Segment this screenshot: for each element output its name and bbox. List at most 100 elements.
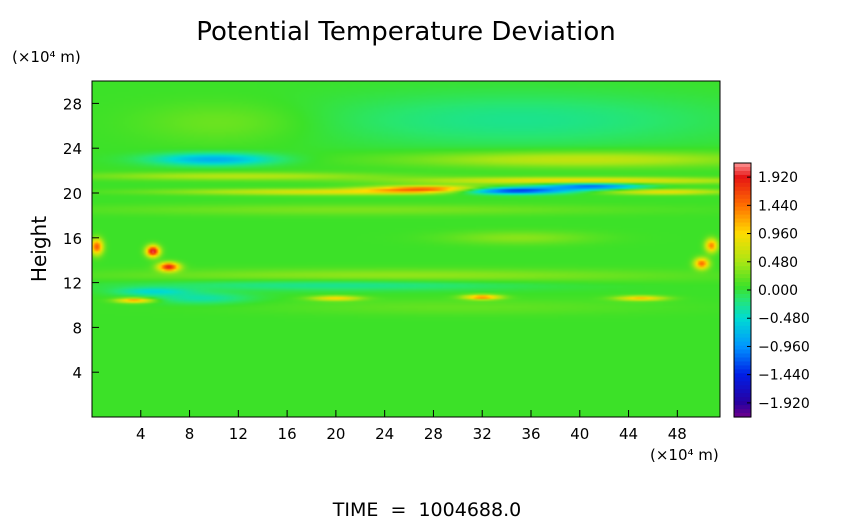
y-tick-label: 20 (63, 185, 82, 203)
colorbar-swatch (734, 210, 751, 216)
colorbar-swatch (734, 230, 751, 236)
colorbar-swatch (734, 293, 751, 299)
x-tick-label: 20 (326, 425, 345, 443)
colorbar-tick-label: 0.000 (758, 283, 798, 299)
colorbar-swatch (734, 202, 751, 208)
colorbar-swatch (734, 361, 751, 367)
x-unit-label: (×10⁴ m) (650, 446, 719, 464)
colorbar-swatch (734, 409, 751, 414)
y-axis-ticks: 4 8 12 16 20 24 28 (63, 95, 99, 382)
x-tick-label: 16 (278, 425, 297, 443)
colorbar-swatch (734, 174, 751, 180)
colorbar-swatch (734, 262, 751, 267)
colorbar-swatch (734, 270, 751, 275)
y-tick-label: 28 (63, 95, 82, 113)
colorbar-swatch (734, 222, 751, 228)
colorbar-tick-label: 0.480 (758, 255, 798, 271)
colorbar-swatch (734, 250, 751, 255)
colorbar-swatch (734, 246, 751, 251)
colorbar-swatch (734, 190, 751, 196)
colorbar-swatch (734, 369, 751, 374)
x-tick-label: 36 (521, 425, 540, 443)
colorbar-swatch (734, 321, 751, 327)
colorbar-swatch (734, 234, 751, 240)
colorbar-swatch (734, 186, 751, 192)
colorbar-swatch (734, 333, 751, 339)
colorbar-swatch (734, 254, 751, 259)
colorbar-swatch (734, 373, 751, 378)
colorbar-swatch (734, 329, 751, 335)
x-tick-label: 12 (229, 425, 248, 443)
colorbar: 1.920 1.440 0.960 0.480 0.000 −0.480 −0.960 −1.… (733, 162, 810, 418)
colorbar-swatch (734, 405, 751, 410)
colorbar-swatch (734, 258, 751, 263)
x-tick-label: 8 (185, 425, 195, 443)
colorbar-swatch (734, 297, 751, 303)
colorbar-swatch (734, 274, 751, 279)
x-tick-label: 32 (473, 425, 492, 443)
colorbar-swatch (734, 413, 751, 418)
colorbar-swatch (734, 337, 751, 343)
colorbar-swatch (734, 238, 751, 243)
colorbar-tick-label: 0.960 (758, 227, 798, 243)
colorbar-tick-label: −1.440 (758, 368, 810, 384)
colorbar-swatch (734, 349, 751, 355)
colorbar-swatch (734, 377, 751, 382)
colorbar-swatch (734, 170, 751, 176)
y-tick-label: 12 (63, 275, 82, 293)
colorbar-swatch (734, 389, 751, 394)
plot-frame (91, 80, 721, 418)
colorbar-swatch (734, 282, 751, 287)
y-tick-label: 24 (63, 140, 82, 158)
colorbar-swatch (734, 397, 751, 402)
y-tick-label: 8 (72, 319, 82, 337)
colorbar-tick-label: −0.480 (758, 311, 810, 327)
colorbar-swatch (734, 242, 751, 247)
heatmap-plot-area (91, 80, 721, 418)
colorbar-swatch (734, 393, 751, 398)
colorbar-swatch (734, 401, 751, 406)
colorbar-swatches (734, 163, 751, 418)
y-tick-label: 4 (72, 364, 82, 382)
colorbar-tick-label: 1.440 (758, 198, 798, 214)
colorbar-swatch (734, 194, 751, 200)
colorbar-swatch (734, 305, 751, 311)
colorbar-swatch (734, 206, 751, 212)
colorbar-swatch (734, 163, 751, 168)
colorbar-swatch (734, 325, 751, 331)
x-tick-label: 44 (619, 425, 638, 443)
colorbar-swatch (734, 182, 751, 188)
time-footer: TIME = 1004688.0 (332, 499, 521, 519)
colorbar-swatch (734, 381, 751, 386)
colorbar-swatch (734, 317, 751, 323)
colorbar-tick-label: −1.920 (758, 396, 810, 412)
colorbar-swatch (734, 218, 751, 224)
colorbar-swatch (734, 286, 751, 291)
x-tick-label: 40 (570, 425, 589, 443)
colorbar-swatch (734, 341, 751, 347)
heatmap-field (92, 81, 720, 417)
x-axis-ticks: 4 8 12 16 20 24 28 32 36 40 44 48 (136, 410, 687, 443)
colorbar-swatch (734, 214, 751, 220)
colorbar-tick-label: 1.920 (758, 170, 798, 186)
colorbar-swatch (734, 385, 751, 390)
x-tick-label: 28 (424, 425, 443, 443)
colorbar-tick-label: −0.960 (758, 339, 810, 355)
colorbar-swatch (734, 166, 751, 172)
y-unit-label: (×10⁴ m) (12, 48, 81, 66)
colorbar-swatch (734, 353, 751, 359)
colorbar-swatch (734, 301, 751, 307)
colorbar-swatch (734, 198, 751, 204)
y-axis-label: Height (27, 216, 51, 282)
colorbar-swatch (734, 290, 751, 295)
x-tick-label: 48 (668, 425, 687, 443)
colorbar-labels: 1.920 1.440 0.960 0.480 0.000 −0.480 −0.960 −1.… (747, 170, 810, 412)
colorbar-swatch (734, 266, 751, 271)
x-tick-label: 4 (136, 425, 146, 443)
y-tick-label: 16 (63, 230, 82, 248)
colorbar-swatch (734, 178, 751, 184)
colorbar-swatch (734, 313, 751, 319)
colorbar-swatch (734, 226, 751, 232)
colorbar-swatch (734, 309, 751, 315)
